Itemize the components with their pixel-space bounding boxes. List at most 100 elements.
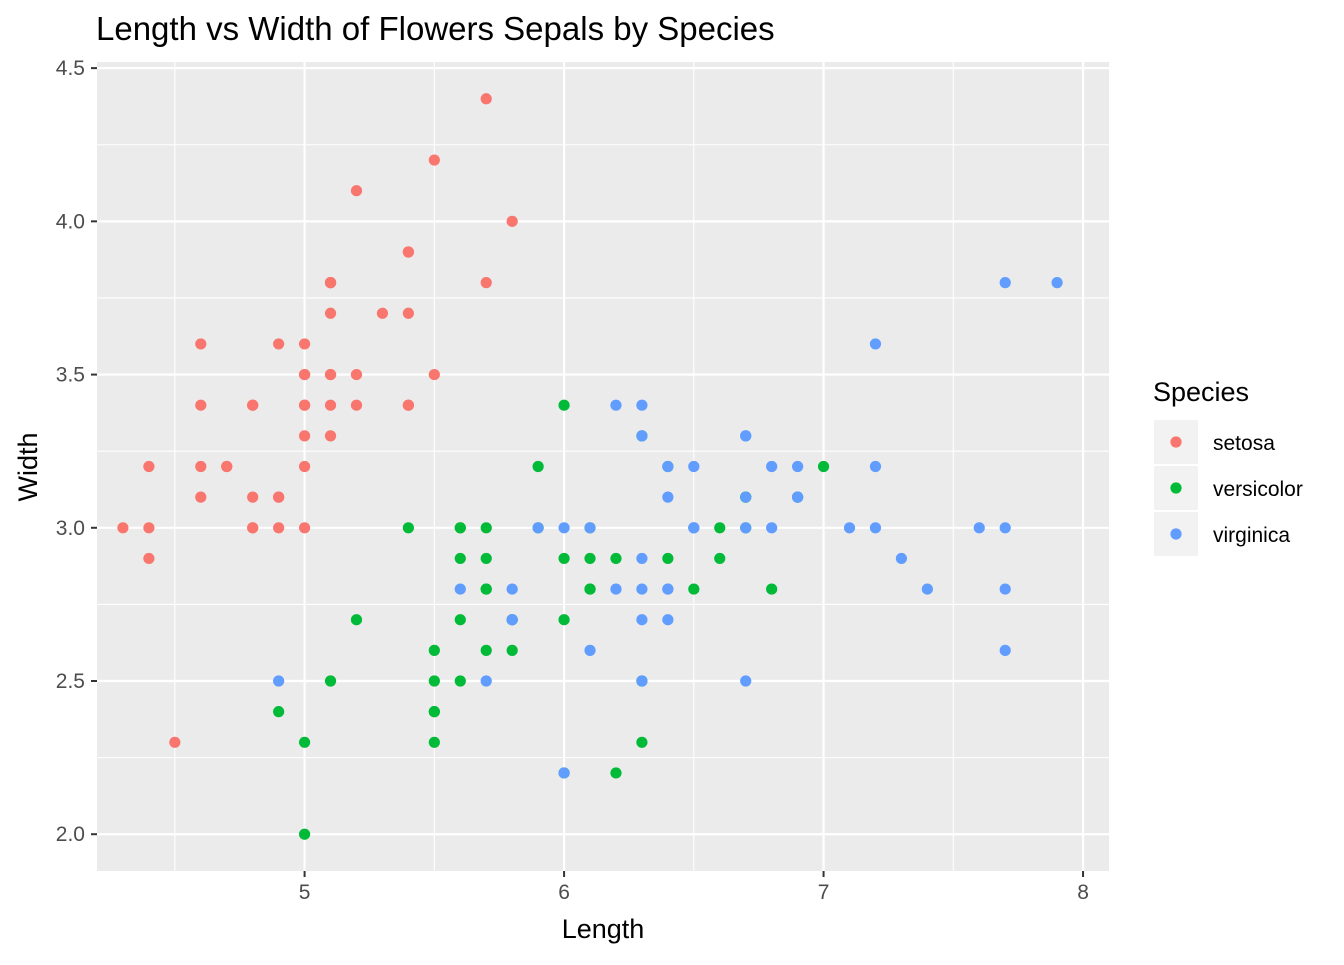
- data-point-setosa: [350, 185, 363, 197]
- data-point-virginica: [558, 522, 570, 534]
- data-point-virginica: [636, 552, 648, 565]
- data-point-virginica: [895, 552, 908, 565]
- data-point-setosa: [273, 491, 285, 503]
- legend-title: Species: [1153, 377, 1249, 407]
- data-point-virginica: [869, 338, 882, 350]
- y-tick-label: 2.5: [56, 670, 85, 693]
- data-point-setosa: [273, 338, 285, 350]
- data-point-virginica: [999, 277, 1011, 289]
- data-point-versicolor: [506, 644, 518, 656]
- data-point-versicolor: [324, 675, 337, 687]
- data-point-setosa: [143, 460, 155, 473]
- data-points: [117, 93, 1063, 840]
- data-point-versicolor: [428, 675, 440, 687]
- data-point-virginica: [869, 522, 882, 534]
- data-point-virginica: [584, 522, 596, 534]
- data-point-versicolor: [350, 614, 363, 626]
- legend-key-virginica: [1170, 528, 1182, 540]
- data-point-versicolor: [532, 460, 544, 473]
- data-point-setosa: [350, 399, 363, 411]
- data-point-virginica: [558, 767, 570, 779]
- data-point-setosa: [195, 491, 207, 503]
- data-point-versicolor: [273, 706, 285, 718]
- data-point-setosa: [221, 460, 233, 473]
- data-point-virginica: [480, 675, 492, 687]
- data-point-setosa: [247, 522, 259, 534]
- data-point-versicolor: [454, 552, 466, 565]
- data-point-versicolor: [662, 552, 674, 565]
- data-point-virginica: [999, 644, 1011, 656]
- y-tick-label: 4.0: [56, 210, 85, 233]
- data-point-virginica: [636, 430, 648, 442]
- data-point-virginica: [532, 522, 544, 534]
- data-point-virginica: [636, 399, 648, 411]
- data-point-virginica: [610, 399, 622, 411]
- legend-key-setosa: [1170, 436, 1182, 448]
- legend-key-versicolor: [1170, 482, 1182, 494]
- data-point-setosa: [195, 399, 207, 411]
- data-point-setosa: [117, 522, 129, 534]
- data-point-virginica: [688, 522, 700, 534]
- data-point-virginica: [999, 583, 1011, 595]
- major-gridlines: [97, 62, 1109, 871]
- data-point-versicolor: [714, 522, 726, 534]
- data-point-virginica: [921, 583, 933, 595]
- data-point-virginica: [766, 460, 778, 473]
- data-point-versicolor: [817, 460, 830, 473]
- y-tick-label: 3.0: [56, 517, 85, 540]
- data-point-virginica: [506, 583, 518, 595]
- data-point-versicolor: [454, 675, 466, 687]
- data-point-virginica: [688, 460, 700, 473]
- chart-title: Length vs Width of Flowers Sepals by Spe…: [96, 10, 775, 47]
- data-point-setosa: [169, 736, 181, 748]
- data-point-setosa: [428, 154, 440, 166]
- data-point-setosa: [247, 399, 259, 411]
- data-point-versicolor: [402, 522, 414, 534]
- data-point-setosa: [298, 338, 311, 350]
- data-point-versicolor: [428, 644, 440, 656]
- data-point-setosa: [143, 552, 155, 565]
- data-point-virginica: [636, 614, 648, 626]
- data-point-versicolor: [454, 522, 466, 534]
- data-point-versicolor: [428, 736, 440, 748]
- x-axis: 5 6 7 8: [299, 871, 1089, 904]
- data-point-setosa: [298, 430, 311, 442]
- x-tick-label: 7: [818, 881, 830, 904]
- data-point-setosa: [143, 522, 155, 534]
- data-point-virginica: [740, 430, 752, 442]
- data-point-versicolor: [636, 736, 648, 748]
- data-point-versicolor: [766, 583, 778, 595]
- data-point-virginica: [740, 491, 752, 503]
- data-point-setosa: [506, 215, 518, 227]
- data-point-versicolor: [454, 614, 466, 626]
- data-point-setosa: [480, 93, 492, 105]
- data-point-virginica: [740, 522, 752, 534]
- data-point-virginica: [792, 460, 804, 473]
- data-point-setosa: [480, 277, 492, 289]
- data-point-versicolor: [610, 767, 622, 779]
- data-point-virginica: [766, 522, 778, 534]
- y-axis: 2.0 2.5 3.0 3.5 4.0 4.5: [56, 57, 97, 846]
- data-point-virginica: [1051, 277, 1063, 289]
- data-point-setosa: [273, 522, 285, 534]
- data-point-virginica: [843, 522, 856, 534]
- data-point-versicolor: [480, 522, 492, 534]
- data-point-setosa: [247, 491, 259, 503]
- data-point-virginica: [610, 583, 622, 595]
- data-point-versicolor: [688, 583, 700, 595]
- data-point-versicolor: [298, 736, 311, 748]
- legend-label-setosa: setosa: [1213, 432, 1275, 455]
- data-point-versicolor: [428, 706, 440, 718]
- data-point-setosa: [298, 399, 311, 411]
- data-point-setosa: [298, 460, 311, 473]
- data-point-setosa: [324, 307, 337, 319]
- data-point-versicolor: [558, 552, 570, 565]
- legend-items: setosa versicolor virginica: [1154, 420, 1303, 556]
- x-tick-label: 5: [299, 881, 311, 904]
- data-point-virginica: [584, 644, 596, 656]
- data-point-virginica: [740, 675, 752, 687]
- data-point-versicolor: [298, 828, 311, 840]
- data-point-setosa: [402, 399, 414, 411]
- data-point-versicolor: [584, 552, 596, 565]
